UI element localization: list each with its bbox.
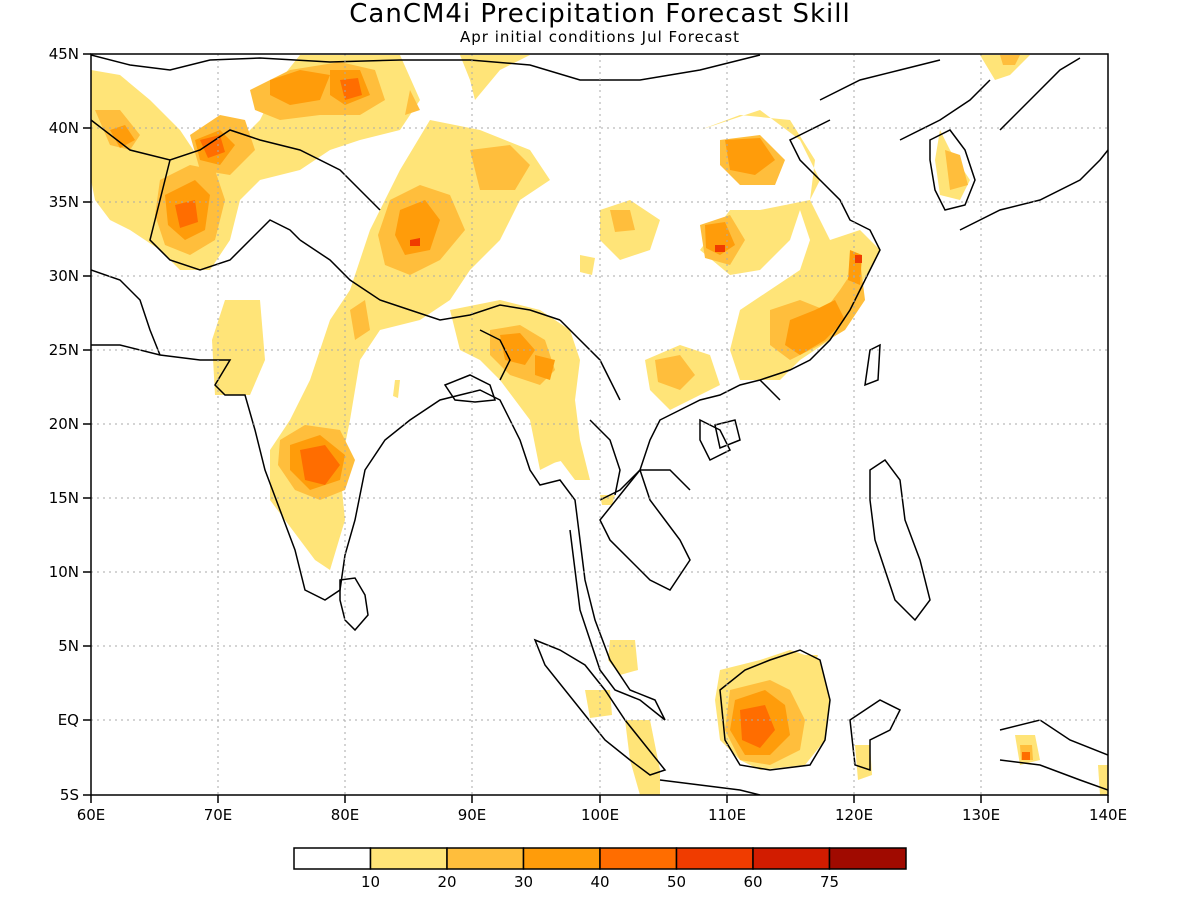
x-tick-label: 70E bbox=[204, 806, 233, 824]
y-tick-label: EQ bbox=[58, 711, 79, 729]
colorbar-swatch bbox=[675, 847, 754, 870]
map-subtitle: Apr initial conditions Jul Forecast bbox=[459, 28, 740, 46]
gridlines bbox=[91, 54, 1108, 795]
colorbar-label: 60 bbox=[743, 873, 762, 891]
y-tick-label: 5N bbox=[58, 637, 79, 655]
colorbar-swatch bbox=[828, 847, 907, 870]
colorbar-swatch bbox=[599, 847, 678, 870]
y-tick-label: 10N bbox=[49, 563, 79, 581]
y-tick-label: 20N bbox=[49, 415, 79, 433]
colorbar-swatch bbox=[752, 847, 831, 870]
x-tick-label: 130E bbox=[962, 806, 1000, 824]
x-tick-label: 140E bbox=[1089, 806, 1127, 824]
x-tick-label: 90E bbox=[458, 806, 487, 824]
colorbar-label: 20 bbox=[437, 873, 456, 891]
coastlines bbox=[91, 54, 1108, 795]
skill-level-40-50 bbox=[175, 78, 1030, 760]
colorbar-swatch bbox=[293, 847, 372, 870]
y-tick-label: 30N bbox=[49, 267, 79, 285]
y-tick-label: 40N bbox=[49, 119, 79, 137]
colorbar-swatch bbox=[522, 847, 601, 870]
colorbar-swatch bbox=[446, 847, 525, 870]
colorbar-swatch bbox=[369, 847, 448, 870]
colorbar-label: 50 bbox=[667, 873, 686, 891]
y-tick-label: 35N bbox=[49, 193, 79, 211]
colorbar-label: 40 bbox=[590, 873, 609, 891]
x-axis-labels: 60E 70E 80E 90E 100E 110E 120E 130E 140E bbox=[77, 806, 1127, 824]
x-tick-label: 110E bbox=[708, 806, 746, 824]
colorbar-label: 10 bbox=[361, 873, 380, 891]
x-tick-label: 80E bbox=[331, 806, 360, 824]
y-tick-label: 45N bbox=[49, 45, 79, 63]
colorbar-label: 75 bbox=[820, 873, 839, 891]
axis-ticks bbox=[83, 53, 1109, 803]
y-tick-label: 15N bbox=[49, 489, 79, 507]
skill-shading bbox=[91, 55, 1108, 795]
x-tick-label: 120E bbox=[835, 806, 873, 824]
skill-level-50-60 bbox=[410, 238, 862, 263]
x-tick-label: 60E bbox=[77, 806, 106, 824]
y-axis-labels: 45N 40N 35N 30N 25N 20N 15N 10N 5N EQ 5S bbox=[49, 45, 79, 804]
y-tick-label: 5S bbox=[60, 786, 79, 804]
y-tick-label: 25N bbox=[49, 341, 79, 359]
x-tick-label: 100E bbox=[581, 806, 619, 824]
colorbar: 10 20 30 40 50 60 75 bbox=[293, 847, 907, 891]
colorbar-label: 30 bbox=[514, 873, 533, 891]
map-title: CanCM4i Precipitation Forecast Skill bbox=[349, 0, 851, 29]
